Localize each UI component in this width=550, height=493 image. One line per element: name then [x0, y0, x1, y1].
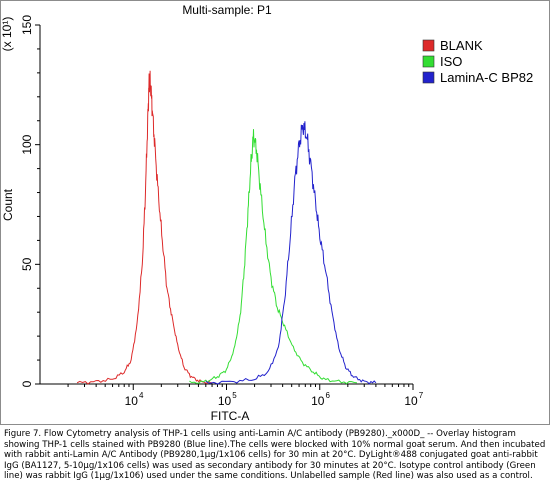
- series-line-blank: [76, 70, 213, 385]
- chart-frame: [0, 0, 550, 425]
- x-axis-label: FITC-A: [211, 409, 250, 423]
- flow-cytometry-histogram: Multi-sample: P1 (x 10¹) Count FITC-A 0 5…: [0, 3, 533, 423]
- x-tick-label-100000: 10: [218, 394, 232, 408]
- legend-swatch-iso: [422, 55, 435, 68]
- legend-swatch-lamina-c-bp82: [422, 71, 435, 84]
- series-line-lamina-c-bp82: [205, 121, 377, 385]
- figure-caption: Figure 7. Flow Cytometry analysis of THP…: [4, 429, 546, 482]
- legend-label-iso: ISO: [440, 54, 462, 69]
- x-tick-label-10000: 10: [125, 394, 139, 408]
- y-tick-label-50: 50: [20, 257, 34, 271]
- x-tick-exponent-10000000: 7: [419, 391, 424, 400]
- legend-swatch-blank: [422, 39, 435, 52]
- y-tick-label-150: 150: [20, 15, 34, 35]
- x-tick-exponent-10000: 4: [139, 391, 144, 400]
- legend-label-lamina-c-bp82: LaminA-C BP82: [440, 70, 533, 85]
- x-tick-exponent-100000: 5: [232, 391, 237, 400]
- y-multiplier-label: (x 10¹): [0, 17, 14, 52]
- y-axis-label: Count: [1, 188, 15, 221]
- y-tick-label-100: 100: [20, 134, 34, 154]
- x-tick-label-1000000: 10: [311, 394, 325, 408]
- chart-title: Multi-sample: P1: [182, 3, 272, 17]
- x-tick-label-10000000: 10: [404, 394, 418, 408]
- legend-label-blank: BLANK: [440, 38, 483, 53]
- x-tick-exponent-1000000: 6: [326, 391, 331, 400]
- y-tick-label-0: 0: [20, 380, 34, 387]
- series-line-iso: [189, 129, 357, 385]
